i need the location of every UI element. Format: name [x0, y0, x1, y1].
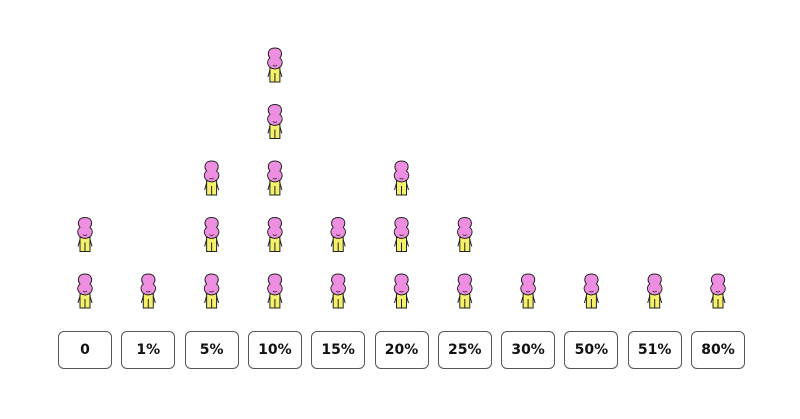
category-label: 10%: [247, 331, 302, 369]
balloon-person-icon: [393, 273, 410, 309]
category-label: 50%: [564, 331, 619, 369]
balloon-person-icon: [267, 216, 283, 252]
category-label: 15%: [311, 331, 366, 369]
category-label: 5%: [184, 331, 239, 369]
balloon-person-icon: [267, 273, 283, 309]
balloon-person-icon: [583, 273, 600, 309]
balloon-person-icon: [457, 273, 473, 309]
category-label: 80%: [691, 331, 745, 369]
balloon-person-icon: [203, 160, 220, 196]
balloon-person-icon: [457, 216, 473, 252]
category-label: 20%: [374, 331, 429, 369]
balloon-person-icon: [267, 103, 283, 139]
balloon-person-icon: [520, 273, 536, 309]
balloon-person-icon: [393, 216, 410, 252]
balloon-person-icon: [77, 273, 93, 309]
balloon-person-icon: [393, 160, 410, 196]
balloon-person-icon: [140, 273, 157, 309]
category-label: 51%: [627, 331, 682, 369]
balloon-person-icon: [710, 273, 726, 309]
balloon-person-icon: [203, 273, 220, 309]
balloon-person-icon: [267, 160, 283, 196]
balloon-person-icon: [330, 216, 346, 252]
balloon-person-icon: [646, 273, 663, 309]
category-label: 1%: [121, 331, 176, 369]
category-label: 25%: [437, 331, 492, 369]
balloon-person-icon: [267, 47, 283, 83]
balloon-person-icon: [330, 273, 346, 309]
balloon-person-icon: [203, 216, 220, 252]
category-label: 30%: [501, 331, 556, 369]
category-label: 0: [58, 331, 112, 369]
balloon-person-icon: [77, 216, 93, 252]
